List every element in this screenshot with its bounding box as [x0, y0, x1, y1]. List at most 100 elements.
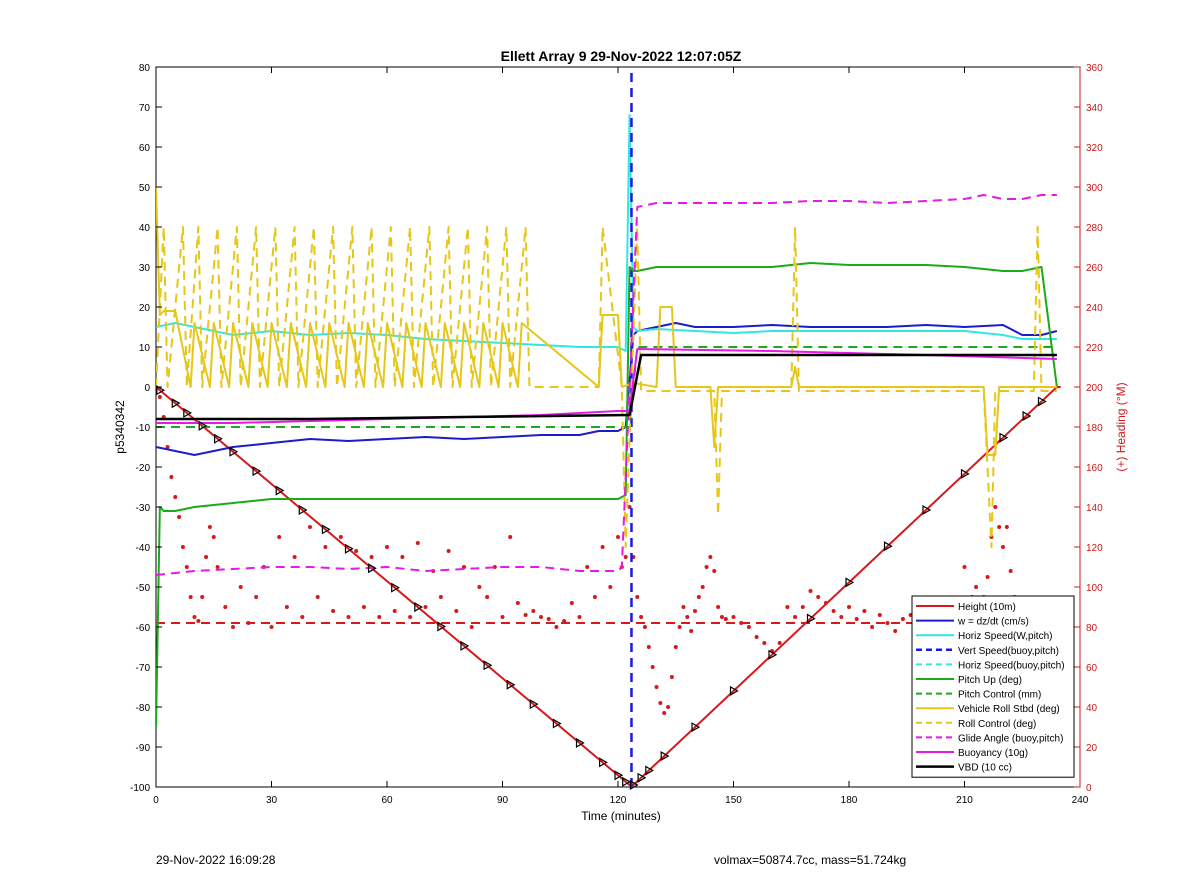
height-marker — [645, 765, 655, 776]
heading-point — [165, 445, 170, 449]
height-marker — [622, 776, 631, 787]
y-tick-label: 50 — [139, 183, 151, 194]
heading-point — [211, 535, 216, 539]
heading-point — [808, 589, 813, 593]
y-tick-label: -20 — [136, 463, 151, 474]
heading-point — [385, 545, 389, 549]
series-height-10m — [156, 386, 1061, 786]
heading-point — [546, 617, 551, 621]
x-tick-label: 150 — [725, 795, 742, 806]
heading-point — [238, 585, 243, 589]
heading-point — [1001, 545, 1005, 549]
heading-point — [515, 601, 520, 605]
legend-label: Vehicle Roll Stbd (deg) — [958, 704, 1060, 715]
y-tick-label: -10 — [136, 423, 151, 434]
heading-point — [669, 675, 674, 679]
chart-title: Ellett Array 9 29-Nov-2022 12:07:05Z — [501, 48, 742, 64]
heading-point — [292, 555, 297, 559]
heading-point — [231, 625, 235, 629]
height-marker — [598, 757, 608, 768]
y2-tick-label: 140 — [1086, 503, 1103, 514]
height-marker — [483, 660, 493, 671]
y2-tick-label: 340 — [1086, 103, 1103, 114]
y2-tick-label: 300 — [1086, 183, 1103, 194]
heading-point — [354, 549, 359, 553]
heading-point — [681, 605, 686, 609]
heading-point — [415, 541, 420, 545]
legend-label: Roll Control (deg) — [958, 719, 1036, 730]
heading-point — [854, 617, 859, 621]
heading-point — [192, 615, 197, 619]
heading-point — [762, 641, 767, 645]
heading-point — [323, 545, 328, 549]
heading-point — [188, 595, 193, 599]
heading-point — [392, 609, 397, 613]
height-marker — [460, 640, 470, 651]
y2-tick-label: 0 — [1086, 783, 1092, 794]
heading-point — [196, 619, 201, 623]
legend-label: Vert Speed(buoy,pitch) — [958, 646, 1059, 657]
footer-vehicle-params: volmax=50874.7cc, mass=51.724kg — [714, 853, 907, 867]
x-tick-label: 210 — [956, 795, 973, 806]
y2-tick-label: 120 — [1086, 543, 1103, 554]
heading-point — [985, 575, 990, 579]
x-tick-label: 90 — [497, 795, 509, 806]
height-marker — [156, 385, 166, 396]
height-marker — [229, 446, 239, 457]
heading-point — [616, 535, 620, 539]
heading-point — [731, 615, 736, 619]
heading-point — [685, 615, 690, 619]
height-marker — [391, 582, 400, 593]
heading-point — [862, 609, 867, 613]
y2-tick-label: 20 — [1086, 743, 1098, 754]
x-tick-label: 180 — [841, 795, 858, 806]
height-marker — [368, 563, 377, 574]
heading-point — [785, 605, 790, 609]
heading-point — [577, 615, 582, 619]
heading-point — [997, 525, 1002, 529]
heading-point — [639, 615, 644, 619]
heading-point — [508, 535, 513, 539]
heading-point — [346, 615, 351, 619]
legend-label: Height (10m) — [958, 602, 1016, 613]
x-axis-label: Time (minutes) — [581, 809, 661, 823]
heading-point — [900, 617, 905, 621]
heading-point — [157, 395, 162, 399]
heading-point — [377, 615, 382, 619]
heading-point — [831, 609, 836, 613]
heading-point — [315, 595, 320, 599]
heading-point — [585, 565, 590, 569]
heading-point — [723, 617, 728, 621]
y2-tick-label: 80 — [1086, 623, 1098, 634]
heading-point — [338, 535, 343, 539]
heading-point — [569, 601, 574, 605]
y-tick-label: 30 — [139, 263, 151, 274]
legend: Height (10m) w = dz/dt (cm/s) Horiz Speed(… — [911, 595, 1075, 778]
height-marker — [529, 699, 539, 710]
legend-label: Glide Angle (buoy,pitch) — [958, 733, 1063, 744]
y2-tick-label: 220 — [1086, 343, 1103, 354]
heading-point — [477, 585, 482, 589]
heading-point — [847, 605, 851, 609]
heading-point — [300, 615, 305, 619]
height-marker — [552, 718, 562, 729]
legend-label: Pitch Control (mm) — [958, 690, 1041, 701]
heading-point — [284, 605, 289, 609]
legend-label: Buoyancy (10g) — [958, 748, 1028, 759]
x-tick-label: 60 — [381, 795, 393, 806]
heading-point — [870, 625, 875, 629]
heading-point — [816, 595, 821, 599]
height-marker — [691, 722, 701, 733]
heading-point — [642, 625, 647, 629]
heading-point — [423, 605, 428, 609]
heading-point — [877, 613, 882, 617]
heading-point — [712, 569, 717, 573]
y-tick-label: -70 — [136, 663, 151, 674]
y2-tick-label: 320 — [1086, 143, 1103, 154]
height-marker — [883, 541, 893, 552]
heading-point — [650, 665, 655, 669]
height-marker — [1037, 396, 1047, 407]
heading-point — [361, 605, 366, 609]
x-tick-label: 30 — [266, 795, 278, 806]
